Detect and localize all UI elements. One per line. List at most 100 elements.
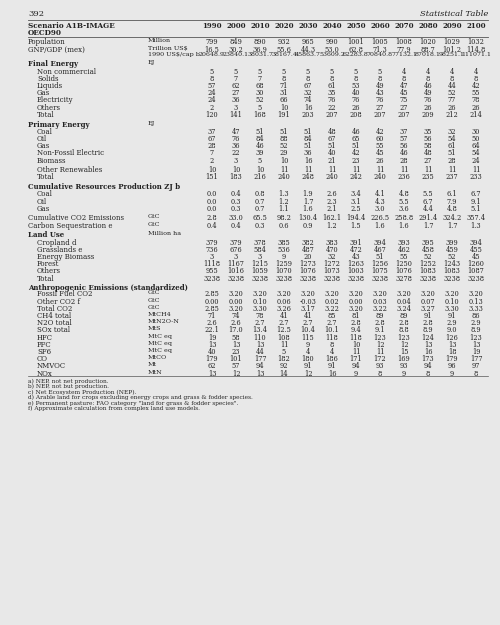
- Text: 11: 11: [352, 348, 360, 356]
- Text: 2060: 2060: [370, 22, 390, 30]
- Text: 1.7: 1.7: [447, 222, 457, 229]
- Text: 0.8: 0.8: [255, 190, 265, 198]
- Text: 2: 2: [210, 156, 214, 164]
- Text: 226.5: 226.5: [370, 214, 390, 222]
- Text: 4.8: 4.8: [398, 190, 409, 198]
- Text: 6.1: 6.1: [446, 190, 458, 198]
- Text: Biomass: Biomass: [37, 156, 66, 164]
- Text: 101.2: 101.2: [442, 46, 462, 54]
- Text: 1029: 1029: [444, 39, 460, 46]
- Text: 3238: 3238: [204, 274, 220, 282]
- Text: 3.4: 3.4: [350, 190, 362, 198]
- Text: 0.00: 0.00: [205, 298, 219, 306]
- Text: 2080: 2080: [418, 22, 438, 30]
- Text: 51: 51: [328, 142, 336, 150]
- Text: GtC: GtC: [148, 222, 160, 227]
- Text: Gas: Gas: [37, 142, 50, 150]
- Text: Land Use: Land Use: [28, 231, 64, 239]
- Text: 27: 27: [232, 89, 240, 98]
- Text: 4: 4: [450, 68, 454, 76]
- Text: 2.8: 2.8: [398, 319, 409, 328]
- Text: 0.0: 0.0: [207, 190, 217, 198]
- Text: 94: 94: [424, 362, 432, 371]
- Text: 4: 4: [426, 68, 430, 76]
- Text: 1.6: 1.6: [302, 205, 314, 212]
- Text: 24: 24: [472, 156, 480, 164]
- Text: 8: 8: [426, 369, 430, 378]
- Text: 1001: 1001: [348, 39, 364, 46]
- Text: 8: 8: [402, 75, 406, 82]
- Text: 173: 173: [422, 355, 434, 363]
- Text: 392: 392: [28, 10, 44, 18]
- Text: 242: 242: [350, 173, 362, 181]
- Text: 54: 54: [448, 135, 456, 143]
- Text: 38167.4: 38167.4: [271, 52, 297, 57]
- Text: 55: 55: [472, 89, 480, 98]
- Text: 13: 13: [448, 341, 456, 349]
- Text: 1.7: 1.7: [423, 222, 433, 229]
- Text: OECD90: OECD90: [28, 29, 62, 37]
- Text: 92: 92: [280, 362, 288, 371]
- Text: 78: 78: [256, 312, 264, 320]
- Text: 19: 19: [208, 334, 216, 342]
- Text: 8: 8: [330, 75, 334, 82]
- Text: 98251.1: 98251.1: [439, 52, 465, 57]
- Text: 76: 76: [232, 135, 240, 143]
- Text: 7: 7: [210, 149, 214, 158]
- Text: 97: 97: [472, 362, 480, 371]
- Text: 12: 12: [400, 341, 408, 349]
- Text: Others: Others: [37, 104, 61, 112]
- Text: 1990: 1990: [202, 22, 222, 30]
- Text: 3.22: 3.22: [324, 305, 340, 312]
- Text: 8: 8: [354, 75, 358, 82]
- Text: 179: 179: [446, 355, 458, 363]
- Text: 13: 13: [232, 341, 240, 349]
- Text: 52: 52: [448, 253, 456, 261]
- Text: 1032: 1032: [468, 39, 484, 46]
- Text: 162.1: 162.1: [322, 214, 342, 222]
- Text: 2.85: 2.85: [204, 305, 220, 312]
- Text: 258.8: 258.8: [394, 214, 413, 222]
- Text: 3238: 3238: [276, 274, 292, 282]
- Text: 16: 16: [304, 104, 312, 112]
- Text: 60: 60: [376, 135, 384, 143]
- Text: 0.00: 0.00: [349, 298, 363, 306]
- Text: 194.4: 194.4: [346, 214, 366, 222]
- Text: 12: 12: [232, 369, 240, 378]
- Text: 890: 890: [254, 39, 266, 46]
- Text: 7: 7: [258, 75, 262, 82]
- Text: Primary Energy: Primary Energy: [28, 121, 90, 129]
- Text: 62.8: 62.8: [348, 46, 364, 54]
- Text: 0.00: 0.00: [229, 298, 243, 306]
- Text: 4: 4: [402, 68, 406, 76]
- Text: 4.1: 4.1: [374, 190, 386, 198]
- Text: 3238: 3238: [348, 274, 364, 282]
- Text: 1003: 1003: [348, 268, 364, 275]
- Text: 114.8: 114.8: [466, 46, 485, 54]
- Text: 458: 458: [422, 246, 434, 254]
- Text: 3278: 3278: [396, 274, 412, 282]
- Text: SF6: SF6: [37, 348, 51, 356]
- Text: 5: 5: [282, 68, 286, 76]
- Text: 68: 68: [256, 82, 264, 90]
- Text: 379: 379: [230, 239, 242, 246]
- Text: 2.8: 2.8: [374, 319, 386, 328]
- Text: 71.3: 71.3: [372, 46, 388, 54]
- Text: 75: 75: [400, 96, 408, 104]
- Text: 47: 47: [400, 82, 408, 90]
- Text: 30: 30: [256, 89, 264, 98]
- Text: 393: 393: [398, 239, 410, 246]
- Text: 1083: 1083: [444, 268, 460, 275]
- Text: 237: 237: [446, 173, 458, 181]
- Text: 8.8: 8.8: [398, 326, 409, 334]
- Text: 240: 240: [278, 173, 290, 181]
- Text: CH4 total: CH4 total: [37, 312, 71, 320]
- Text: 1.1: 1.1: [278, 205, 289, 212]
- Text: 955: 955: [206, 268, 218, 275]
- Text: 462: 462: [398, 246, 410, 254]
- Text: 77132.1: 77132.1: [391, 52, 417, 57]
- Text: 0.0: 0.0: [207, 205, 217, 212]
- Text: 240: 240: [374, 173, 386, 181]
- Text: 12: 12: [376, 341, 384, 349]
- Text: 676: 676: [230, 246, 242, 254]
